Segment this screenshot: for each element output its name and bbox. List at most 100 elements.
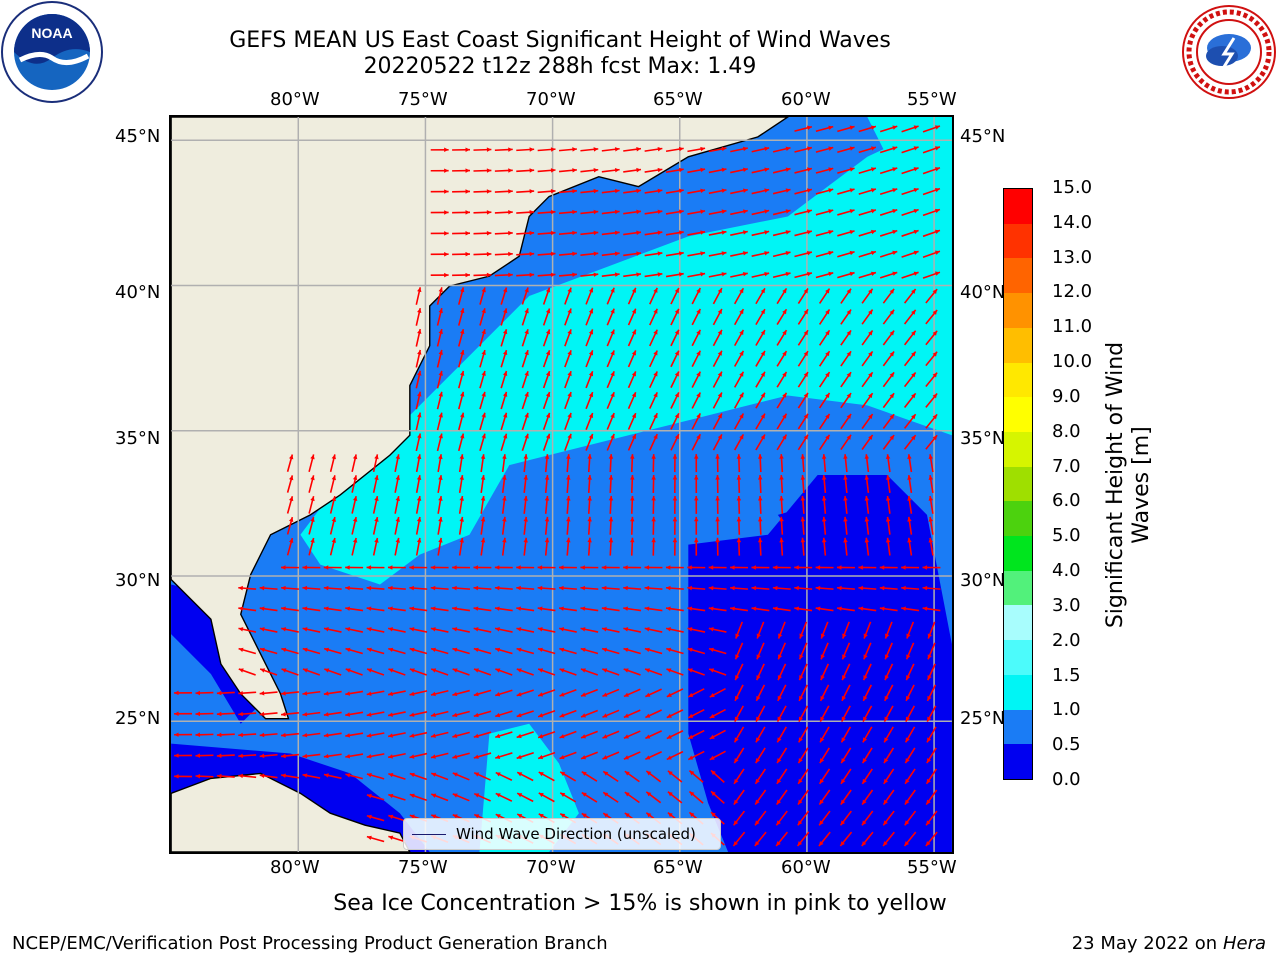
direction-arrowhead — [689, 812, 695, 817]
direction-arrowhead — [721, 167, 727, 173]
direction-arrowhead — [646, 771, 652, 776]
direction-arrowhead — [806, 209, 812, 214]
direction-arrowhead — [828, 188, 834, 193]
direction-arrowhead — [409, 647, 415, 653]
direction-arrowhead — [636, 147, 641, 152]
lon-label-top: 65°W — [653, 89, 703, 110]
direction-arrowhead — [345, 754, 351, 759]
direction-arrowhead — [409, 754, 415, 759]
direction-arrowhead — [516, 733, 522, 739]
direction-arrowhead — [739, 350, 744, 356]
lat-label-left: 35°N — [115, 428, 161, 449]
direction-arrowhead — [688, 734, 694, 739]
direction-arrowhead — [883, 758, 889, 764]
direction-arrowhead — [756, 675, 761, 681]
direction-arrowhead — [815, 585, 821, 591]
direction-arrowhead — [934, 250, 940, 255]
direction-arrowhead — [925, 841, 931, 847]
direction-arrowhead — [602, 755, 608, 760]
direction-arrowhead — [764, 251, 770, 256]
direction-arrowhead — [798, 737, 803, 743]
lat-label-right: 30°N — [960, 570, 1006, 591]
direction-arrowhead — [444, 231, 449, 236]
direction-arrowhead — [828, 209, 834, 214]
direction-arrowhead — [798, 778, 803, 784]
direction-arrowhead — [710, 791, 716, 796]
direction-arrowhead — [623, 627, 629, 632]
direction-arrowhead — [502, 329, 508, 335]
direction-arrowhead — [545, 371, 551, 377]
direction-arrowhead — [778, 633, 783, 639]
direction-arrowhead — [760, 350, 765, 356]
direction-arrowhead — [927, 675, 932, 681]
direction-arrowhead — [524, 329, 529, 335]
direction-arrowhead — [588, 433, 594, 439]
direction-arrowhead — [849, 167, 855, 172]
direction-arrowhead — [502, 287, 508, 293]
direction-arrowhead — [416, 516, 422, 522]
direction-arrowhead — [560, 813, 566, 818]
direction-arrowhead — [764, 271, 770, 277]
direction-arrowhead — [757, 475, 763, 480]
direction-arrowhead — [593, 209, 599, 215]
direction-arrowhead — [696, 308, 701, 314]
direction-arrowhead — [409, 565, 414, 570]
colorbar-segment — [1004, 466, 1032, 502]
direction-arrowhead — [863, 654, 868, 660]
direction-arrowhead — [580, 627, 586, 632]
direction-arrowhead — [593, 188, 599, 194]
direction-arrowhead — [614, 167, 620, 173]
direction-arrowhead — [587, 537, 592, 543]
colorbar-segment — [1004, 189, 1032, 224]
direction-arrowhead — [782, 371, 787, 377]
direction-arrowhead — [345, 733, 351, 738]
direction-arrowhead — [782, 330, 787, 336]
colorbar-tick-label: 13.0 — [1052, 246, 1093, 268]
direction-arrowhead — [782, 392, 787, 398]
direction-arrowhead — [388, 733, 393, 738]
direction-arrowhead — [559, 668, 565, 673]
direction-arrowhead — [524, 412, 529, 418]
direction-arrowhead — [452, 814, 458, 819]
direction-arrowhead — [560, 771, 566, 777]
direction-arrowhead — [739, 309, 744, 315]
direction-arrowhead — [593, 251, 599, 257]
direction-arrowhead — [841, 737, 846, 743]
direction-arrowhead — [739, 288, 744, 294]
colorbar — [1003, 188, 1033, 780]
direction-arrowhead — [352, 475, 358, 481]
direction-arrowhead — [800, 516, 806, 522]
direction-arrowhead — [734, 758, 739, 764]
direction-arrowhead — [892, 146, 898, 151]
direction-arrowhead — [870, 250, 876, 256]
direction-arrowhead — [352, 454, 358, 460]
direction-arrowhead — [452, 733, 458, 738]
direction-arrowhead — [849, 125, 855, 130]
direction-arrowhead — [678, 188, 684, 194]
direction-arrowhead — [538, 813, 544, 818]
direction-arrowhead — [907, 516, 912, 522]
direction-arrowhead — [849, 229, 855, 235]
direction-arrowhead — [843, 537, 848, 543]
direction-arrowhead — [666, 647, 672, 653]
colorbar-segment — [1004, 327, 1032, 363]
direction-arrowhead — [709, 755, 715, 760]
direction-arrowhead — [646, 812, 652, 818]
direction-arrowhead — [366, 691, 372, 696]
direction-arrowhead — [516, 585, 521, 591]
direction-arrowhead — [879, 565, 885, 570]
direction-arrowhead — [430, 585, 436, 591]
direction-arrowhead — [345, 668, 351, 673]
direction-arrowhead — [310, 454, 315, 460]
direction-arrowhead — [572, 188, 577, 194]
direction-arrowhead — [580, 585, 586, 591]
direction-arrowhead — [559, 606, 564, 611]
direction-arrowhead — [667, 812, 673, 818]
direction-arrowhead — [495, 772, 501, 777]
direction-arrowhead — [508, 272, 513, 278]
direction-arrowhead — [459, 475, 464, 480]
direction-arrowhead — [323, 606, 329, 611]
direction-arrowhead — [666, 734, 672, 739]
direction-arrowhead — [438, 454, 443, 460]
direction-arrowhead — [828, 230, 834, 235]
